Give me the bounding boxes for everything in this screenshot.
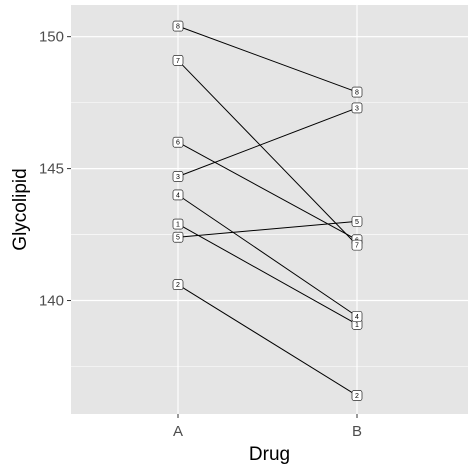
point-label-text: 5 (176, 235, 180, 242)
point-label-8: 8 (351, 86, 363, 98)
series-line-4 (177, 194, 358, 317)
x-tick-label: B (352, 423, 362, 440)
point-label-box (172, 189, 184, 201)
point-label-text: 1 (176, 222, 180, 229)
point-label-box (172, 171, 184, 182)
series-line-6 (177, 141, 358, 241)
point-label-text: 2 (355, 393, 359, 400)
point-label-box (172, 231, 184, 243)
point-label-box (172, 55, 184, 66)
point-label-box (351, 239, 363, 251)
x-tick-label: A (173, 423, 183, 440)
point-label-7: 7 (351, 239, 363, 251)
point-label-3: 3 (172, 171, 184, 182)
point-label-box (351, 390, 363, 401)
point-label-box (351, 216, 363, 227)
point-label-3: 3 (351, 102, 363, 114)
x-axis-title: Drug (249, 444, 290, 465)
series-line-8 (177, 25, 358, 93)
point-label-box (351, 86, 363, 98)
point-label-text: 7 (176, 58, 180, 65)
point-label-text: 8 (176, 24, 180, 31)
point-label-text: 3 (355, 105, 359, 112)
point-label-1: 1 (172, 218, 184, 230)
y-tick-label: 140 (39, 293, 64, 310)
series-points: 1122334455667788 (172, 20, 363, 401)
point-label-text: 4 (176, 192, 180, 199)
y-tick-label: 150 (39, 29, 64, 46)
point-label-text: 2 (176, 282, 180, 289)
point-label-box (172, 279, 184, 291)
y-axis-title: Glycolipid (10, 168, 31, 250)
point-label-7: 7 (172, 55, 184, 66)
point-label-box (172, 218, 184, 230)
point-label-4: 4 (351, 311, 363, 322)
point-label-text: 7 (355, 243, 359, 250)
y-axis: 140 145 150 (39, 29, 71, 310)
point-label-4: 4 (172, 189, 184, 201)
point-label-2: 2 (351, 390, 363, 401)
y-tick-label: 145 (39, 161, 64, 178)
series-line-3 (177, 107, 358, 177)
series-line-7 (177, 60, 358, 246)
point-label-box (351, 102, 363, 114)
series-lines (177, 25, 358, 396)
grid-major (71, 5, 468, 414)
point-label-5: 5 (172, 231, 184, 243)
point-label-text: 5 (355, 219, 359, 226)
point-label-5: 5 (351, 216, 363, 227)
point-label-box (172, 20, 184, 32)
plot-panel (71, 5, 468, 414)
point-label-6: 6 (172, 136, 184, 148)
series-line-2 (177, 284, 358, 396)
point-label-2: 2 (172, 279, 184, 291)
point-label-box (172, 136, 184, 148)
point-label-box (351, 311, 363, 322)
point-label-text: 1 (355, 322, 359, 329)
grid-minor (71, 102, 468, 367)
point-label-8: 8 (172, 20, 184, 32)
point-label-text: 4 (355, 314, 359, 321)
point-label-text: 8 (355, 90, 359, 97)
point-label-text: 3 (176, 174, 180, 181)
point-label-text: 6 (176, 140, 180, 147)
series-line-1 (177, 223, 358, 325)
